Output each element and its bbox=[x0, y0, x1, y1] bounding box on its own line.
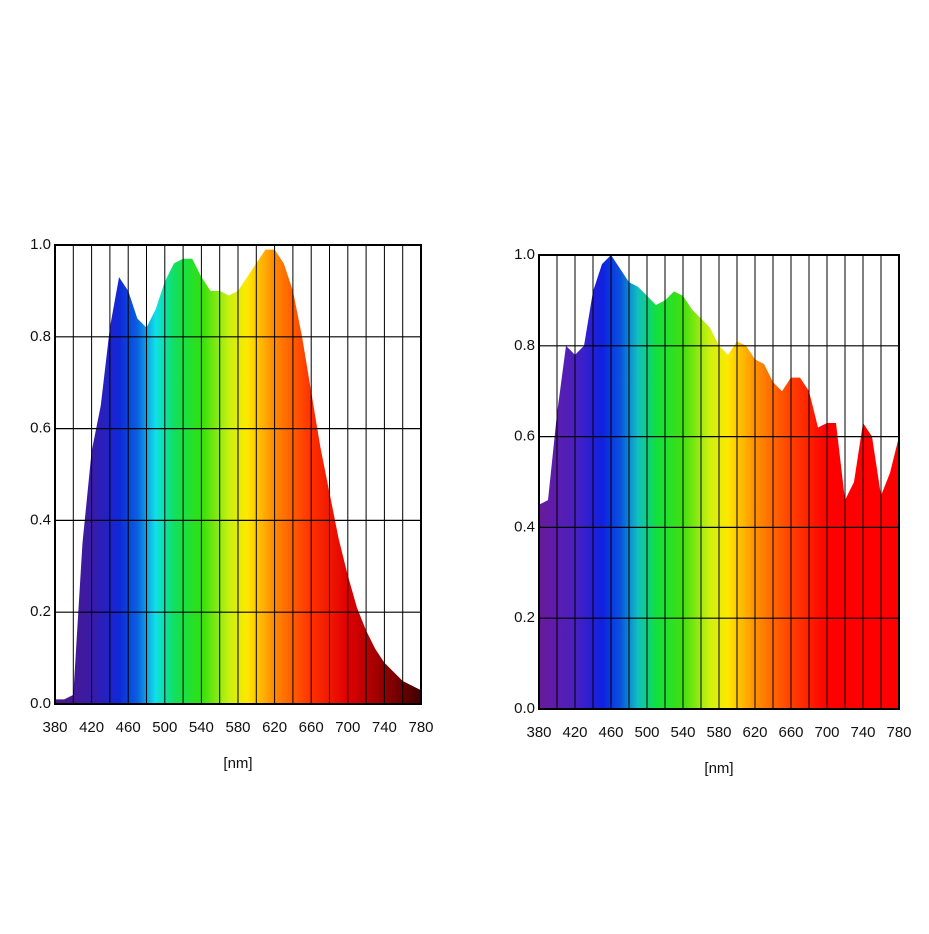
x-tick-label: 460 bbox=[116, 719, 141, 736]
y-tick-label: 0.8 bbox=[30, 328, 51, 345]
y-tick-label: 1.0 bbox=[514, 246, 535, 263]
x-tick-label: 740 bbox=[850, 724, 875, 741]
x-axis-label: [nm] bbox=[704, 760, 733, 777]
y-tick-label: 1.0 bbox=[30, 236, 51, 253]
y-tick-label: 0.6 bbox=[514, 428, 535, 445]
x-tick-label: 580 bbox=[706, 724, 731, 741]
x-tick-label: 660 bbox=[299, 719, 324, 736]
x-tick-label: 780 bbox=[886, 724, 911, 741]
y-tick-label: 0.0 bbox=[30, 695, 51, 712]
x-axis-label: [nm] bbox=[223, 755, 252, 772]
x-tick-label: 700 bbox=[814, 724, 839, 741]
x-tick-label: 700 bbox=[335, 719, 360, 736]
x-tick-label: 540 bbox=[670, 724, 695, 741]
x-tick-label: 380 bbox=[42, 719, 67, 736]
x-tick-label: 380 bbox=[526, 724, 551, 741]
x-tick-label: 540 bbox=[189, 719, 214, 736]
x-tick-label: 500 bbox=[634, 724, 659, 741]
x-tick-label: 460 bbox=[598, 724, 623, 741]
y-tick-label: 0.2 bbox=[30, 603, 51, 620]
y-tick-label: 0.2 bbox=[514, 609, 535, 626]
y-tick-label: 0.8 bbox=[514, 337, 535, 354]
x-tick-label: 580 bbox=[225, 719, 250, 736]
x-tick-label: 740 bbox=[372, 719, 397, 736]
plot-frame bbox=[54, 244, 422, 705]
x-tick-label: 420 bbox=[562, 724, 587, 741]
y-tick-label: 0.4 bbox=[514, 518, 535, 535]
plot-frame bbox=[538, 254, 900, 710]
y-tick-label: 0.4 bbox=[30, 511, 51, 528]
x-tick-label: 620 bbox=[262, 719, 287, 736]
y-tick-label: 0.0 bbox=[514, 700, 535, 717]
x-tick-label: 620 bbox=[742, 724, 767, 741]
x-tick-label: 660 bbox=[778, 724, 803, 741]
x-tick-label: 780 bbox=[408, 719, 433, 736]
x-tick-label: 500 bbox=[152, 719, 177, 736]
y-tick-label: 0.6 bbox=[30, 420, 51, 437]
x-tick-label: 420 bbox=[79, 719, 104, 736]
